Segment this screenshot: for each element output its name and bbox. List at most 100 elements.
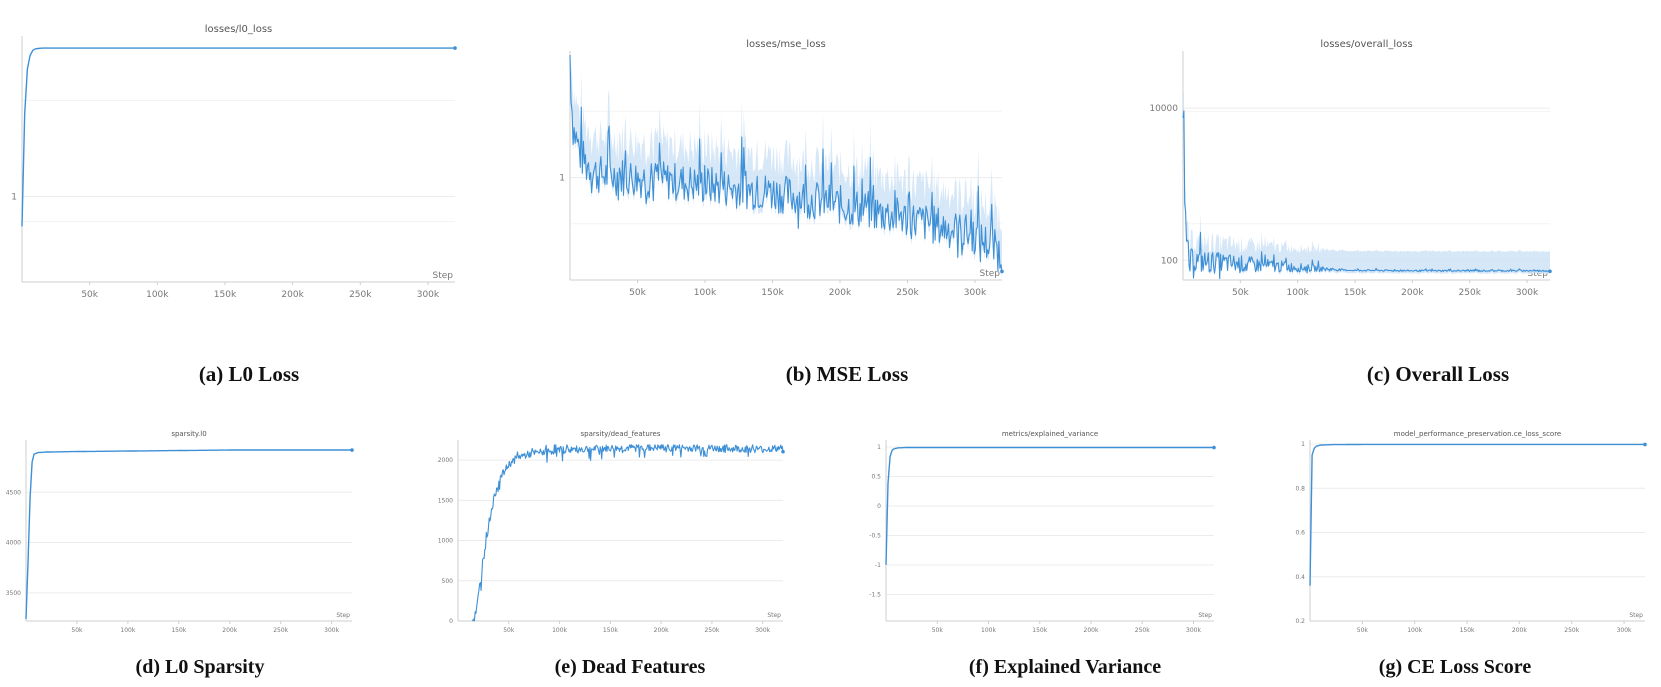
- x-tick-label: 100k: [146, 290, 169, 300]
- caption-dead-features: (e) Dead Features: [554, 656, 706, 678]
- y-tick-label: 0.6: [1295, 530, 1305, 537]
- x-axis-label: Step: [1629, 612, 1643, 619]
- chart-title: sparsity.l0: [171, 430, 206, 438]
- x-tick-label: 150k: [603, 627, 618, 634]
- x-tick-label: 50k: [629, 288, 646, 298]
- series-end-point: [1212, 445, 1216, 450]
- x-tick-label: 50k: [932, 627, 944, 634]
- caption-explained-variance: (f) Explained Variance: [968, 656, 1162, 678]
- x-tick-label: 50k: [71, 627, 83, 634]
- y-tick-label: 1: [11, 193, 17, 203]
- y-tick-label: 0.4: [1295, 574, 1305, 581]
- y-tick-label: 0: [877, 503, 881, 510]
- chart-svg: sparsity.l0 4500 4000 3500 50k 100k 150k 200k 25…: [6, 430, 354, 634]
- x-tick-label: 50k: [1357, 627, 1369, 634]
- x-tick-label: 100k: [552, 627, 567, 634]
- x-axis-label: Step: [767, 612, 781, 619]
- y-tick-label: 0: [449, 618, 453, 625]
- series-end-point: [1643, 442, 1647, 447]
- x-tick-label: 150k: [1344, 288, 1367, 298]
- chart-mse-loss: losses/mse_loss 1 50k 100k 150k 200k 250k 300k S…: [555, 35, 1075, 310]
- y-tick-label: 4000: [6, 540, 21, 547]
- x-tick-label: 50k: [503, 627, 515, 634]
- series-line: [885, 446, 1214, 565]
- x-tick-label: 200k: [281, 290, 304, 300]
- x-axis-label: Step: [433, 271, 454, 281]
- y-tick-label: 1000: [438, 538, 453, 545]
- x-tick-label: 250k: [896, 288, 919, 298]
- y-tick-label: 4500: [6, 489, 21, 496]
- chart-l0-sparsity: sparsity.l0 4500 4000 3500 50k 100k 150k 200k 25…: [0, 430, 360, 636]
- x-tick-label: 200k: [222, 627, 237, 634]
- x-tick-label: 100k: [981, 627, 996, 634]
- x-tick-label: 100k: [694, 288, 717, 298]
- x-tick-label: 250k: [1564, 627, 1579, 634]
- chart-title: losses/l0_loss: [205, 24, 273, 35]
- series-end-point: [350, 448, 354, 452]
- y-tick-label: 0.8: [1295, 485, 1305, 492]
- y-tick-label: 1: [1301, 441, 1305, 448]
- x-tick-label: 150k: [171, 627, 186, 634]
- caption-mse-loss: (b) MSE Loss: [785, 362, 909, 386]
- x-tick-label: 250k: [704, 627, 719, 634]
- x-tick-label: 300k: [1617, 627, 1632, 634]
- y-tick-label: 0.2: [1295, 618, 1305, 625]
- series-band: [1183, 91, 1550, 281]
- chart-explained-variance: metrics/explained_variance 1 0.5 0 -0.5 -1 -1.…: [850, 430, 1220, 636]
- chart-ce-loss-score: model_performance_preservation.ce_loss_s…: [1275, 430, 1655, 636]
- chart-overall-loss: losses/overall_loss 10000 100 50k 100k 150k 20…: [1149, 35, 1650, 310]
- caption-ce-loss-score: (g) CE Loss Score: [1378, 656, 1532, 678]
- x-tick-label: 150k: [761, 288, 784, 298]
- x-tick-label: 200k: [1512, 627, 1527, 634]
- y-tick-label: -1.5: [869, 591, 881, 598]
- x-tick-label: 250k: [1459, 288, 1482, 298]
- y-tick-label: -1: [875, 562, 881, 569]
- series-line: [1182, 110, 1551, 280]
- chart-title: model_performance_preservation.ce_loss_s…: [1394, 430, 1561, 438]
- x-axis-label: Step: [1528, 269, 1549, 279]
- chart-l0-loss: losses/l0_loss 1 50k 100k 150k 200k 250k 300k St…: [0, 18, 470, 300]
- y-tick-label: 1: [559, 174, 565, 184]
- x-tick-label: 200k: [1084, 627, 1099, 634]
- chart-svg: model_performance_preservation.ce_loss_s…: [1295, 430, 1647, 634]
- x-tick-label: 300k: [1516, 288, 1539, 298]
- x-axis-label: Step: [980, 269, 1001, 279]
- x-tick-label: 50k: [1232, 288, 1249, 298]
- chart-title: metrics/explained_variance: [1002, 430, 1098, 438]
- series-end-point: [453, 46, 457, 50]
- x-tick-label: 250k: [273, 627, 288, 634]
- x-tick-label: 100k: [1286, 288, 1309, 298]
- x-tick-label: 150k: [214, 290, 237, 300]
- x-tick-label: 150k: [1032, 627, 1047, 634]
- series-end-point: [1000, 269, 1004, 274]
- series-band: [570, 55, 1002, 278]
- chart-svg: losses/overall_loss 10000 100 50k 100k 150k 20…: [1149, 39, 1552, 298]
- y-tick-label: -0.5: [869, 532, 881, 539]
- chart-title: losses/mse_loss: [746, 39, 825, 50]
- chart-svg: metrics/explained_variance 1 0.5 0 -0.5 -1 -1.…: [869, 430, 1216, 634]
- x-tick-label: 300k: [417, 290, 440, 300]
- x-tick-label: 300k: [755, 627, 770, 634]
- x-tick-label: 300k: [964, 288, 987, 298]
- x-tick-label: 300k: [1186, 627, 1201, 634]
- chart-title: losses/overall_loss: [1320, 39, 1412, 50]
- y-tick-label: 0.5: [871, 473, 881, 480]
- x-tick-label: 250k: [1135, 627, 1150, 634]
- y-tick-label: 3500: [6, 590, 21, 597]
- x-tick-label: 100k: [120, 627, 135, 634]
- x-tick-label: 200k: [1401, 288, 1424, 298]
- series-line: [21, 47, 455, 227]
- series-line: [569, 54, 1003, 272]
- x-tick-label: 200k: [654, 627, 669, 634]
- y-tick-label: 100: [1161, 256, 1178, 266]
- y-tick-label: 2000: [438, 457, 453, 464]
- series-line: [471, 444, 784, 622]
- chart-svg: sparsity/dead_features 2000 1500 1000 500 0 50…: [438, 430, 785, 634]
- chart-title: sparsity/dead_features: [581, 430, 661, 438]
- x-tick-label: 300k: [324, 627, 339, 634]
- x-axis-label: Step: [1198, 612, 1212, 619]
- x-tick-label: 200k: [829, 288, 852, 298]
- caption-l0-loss: (a) L0 Loss: [198, 362, 300, 386]
